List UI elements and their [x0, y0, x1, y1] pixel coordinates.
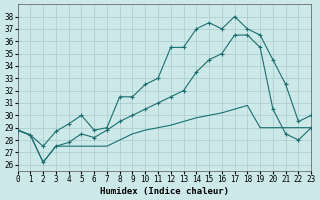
X-axis label: Humidex (Indice chaleur): Humidex (Indice chaleur) [100, 187, 229, 196]
